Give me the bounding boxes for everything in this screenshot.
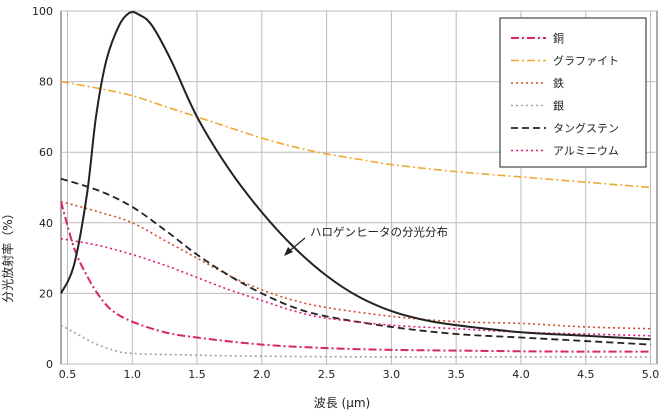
y-tick-label: 0 [46,358,53,371]
y-tick-label: 40 [39,217,53,230]
legend-box [499,17,647,168]
series-lines [60,11,651,358]
x-tick-label: 1.0 [124,368,142,381]
grid [60,10,658,365]
legend-label: 銀 [553,99,564,113]
legend-label: アルミニウム [553,145,619,158]
series-line-0 [60,201,651,353]
x-tick-label: 5.0 [642,368,659,381]
x-tick-label: 3.0 [383,368,401,381]
annotation: ハロゲンヒータの分光分布 [284,225,448,256]
x-tick-label: 4.0 [512,368,530,381]
annotation-arrowhead [284,247,293,256]
y-tick-label: 80 [39,76,53,89]
series-line-1 [60,80,651,189]
y-tick-label: 20 [39,287,53,300]
y-tick-label: 100 [32,5,53,18]
halogen-spectrum-line [60,11,651,341]
annotation-text: ハロゲンヒータの分光分布 [310,225,448,239]
y-tick-label: 60 [39,146,53,159]
series-line-2 [60,200,651,330]
series-line-4 [60,177,651,346]
legend-label: 銅 [553,31,564,45]
x-tick-label: 0.5 [59,368,77,381]
y-axis-title: 分光放射率（%） [0,207,15,302]
x-tick-label: 4.5 [577,368,595,381]
tick-labels: 0.5 1.0 1.5 2.0 2.5 3.0 3.5 4.0 4.5 5.0 0 20 40 60 80 1… [32,5,659,381]
legend-label: タングステン [553,121,619,135]
series-line-3 [60,324,651,358]
x-tick-label: 2.0 [253,368,271,381]
legend-label: 鉄 [553,76,564,90]
legend-label: グラファイト [553,54,619,68]
x-tick-label: 2.5 [318,368,336,381]
x-tick-label: 1.5 [188,368,206,381]
x-axis-title: 波長 (μm) [314,396,371,410]
x-tick-label: 3.5 [447,368,465,381]
